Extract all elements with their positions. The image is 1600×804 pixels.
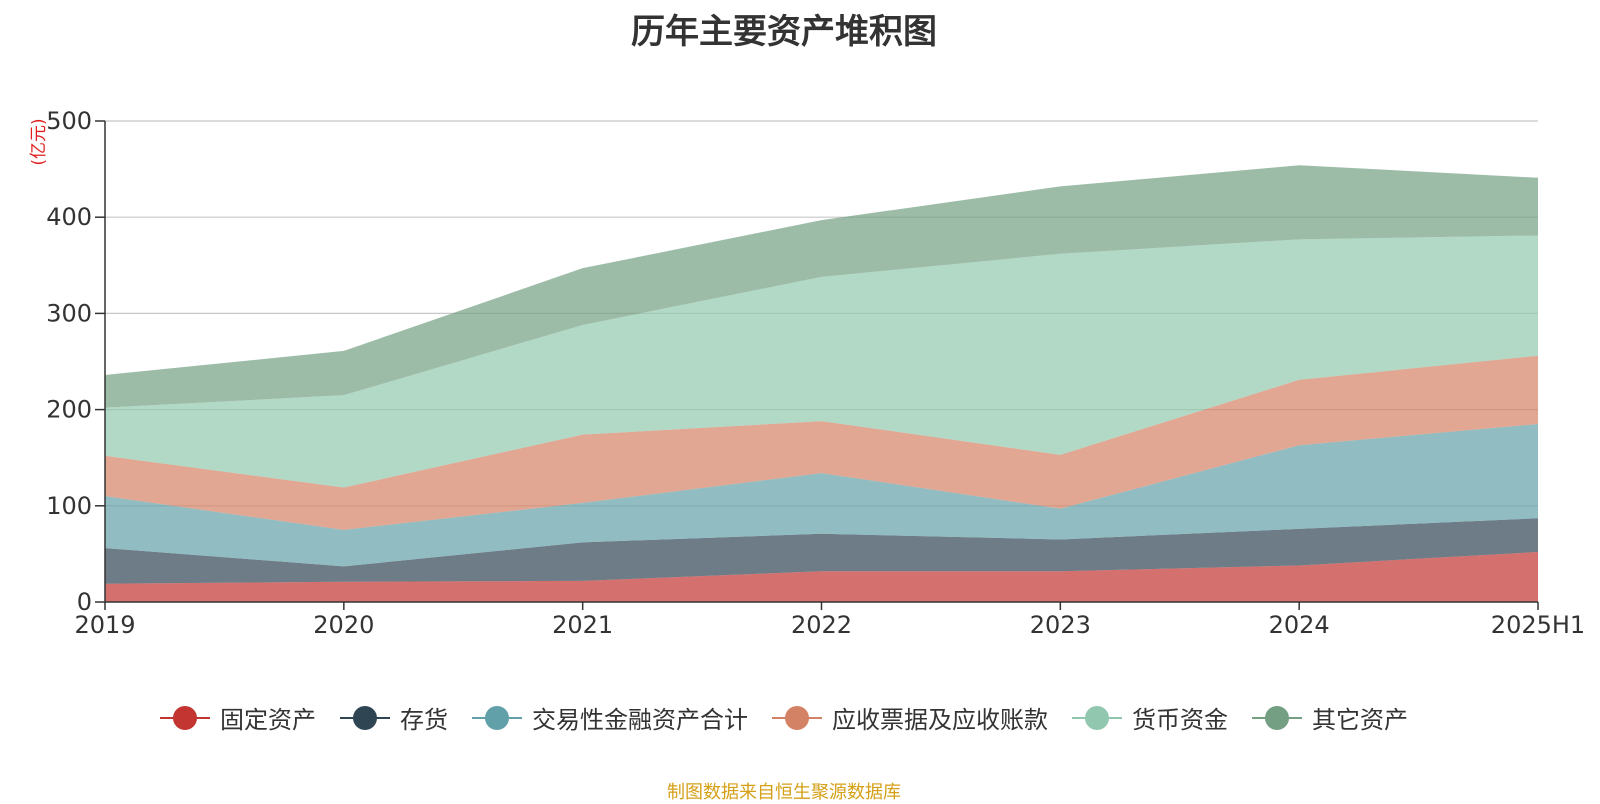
legend-label: 固定资产 bbox=[220, 706, 316, 734]
chart-title: 历年主要资产堆积图 bbox=[631, 12, 937, 52]
legend-marker-icon bbox=[1252, 705, 1302, 730]
area-series bbox=[105, 165, 1538, 602]
y-tick-label: 0 bbox=[77, 588, 92, 616]
x-tick-label: 2025H1 bbox=[1491, 611, 1585, 639]
area-其它资产 bbox=[105, 165, 1538, 408]
y-tick-label: 300 bbox=[46, 299, 92, 327]
axes: 0 100 200 300 400 500 2019 2020 2021 2022 2023 2024… bbox=[46, 107, 1585, 639]
y-axis-unit-label: (亿元) bbox=[29, 118, 49, 165]
stacked-area-chart: 0 100 200 300 400 500 2019 2020 2021 2022 2023 2024… bbox=[29, 107, 1585, 639]
legend-item[interactable]: 货币资金 bbox=[1072, 700, 1228, 735]
legend-item[interactable]: 其它资产 bbox=[1252, 700, 1408, 735]
area-货币资金 bbox=[105, 235, 1538, 488]
legend-label: 交易性金融资产合计 bbox=[532, 706, 748, 734]
y-tick-label: 400 bbox=[46, 203, 92, 231]
x-tick-label: 2023 bbox=[1030, 611, 1091, 639]
area-应收票据及应收账款 bbox=[105, 355, 1538, 530]
legend-label: 货币资金 bbox=[1132, 706, 1228, 734]
legend-item[interactable]: 存货 bbox=[340, 700, 448, 735]
legend-label: 其它资产 bbox=[1312, 706, 1408, 734]
source-note: 制图数据来自恒生聚源数据库 bbox=[667, 782, 901, 803]
x-tick-label: 2019 bbox=[74, 611, 135, 639]
legend: 固定资产 存货 交易性金融资产合计 应收票据及应收账款 货币资金 其它资产 bbox=[0, 700, 1568, 735]
x-tick-label: 2022 bbox=[791, 611, 852, 639]
y-tick-label: 100 bbox=[46, 492, 92, 520]
legend-marker-icon bbox=[1072, 705, 1122, 730]
y-tick-label: 500 bbox=[46, 107, 92, 135]
legend-marker-icon bbox=[472, 705, 522, 730]
x-tick-label: 2021 bbox=[552, 611, 613, 639]
y-tick-label: 200 bbox=[46, 396, 92, 424]
legend-item[interactable]: 应收票据及应收账款 bbox=[772, 700, 1048, 735]
legend-label: 应收票据及应收账款 bbox=[832, 706, 1048, 734]
x-tick-label: 2020 bbox=[313, 611, 374, 639]
legend-marker-icon bbox=[340, 705, 390, 730]
legend-label: 存货 bbox=[400, 706, 448, 734]
x-tick-label: 2024 bbox=[1269, 611, 1330, 639]
area-固定资产 bbox=[105, 551, 1538, 602]
legend-item[interactable]: 固定资产 bbox=[160, 700, 316, 735]
legend-marker-icon bbox=[160, 705, 210, 730]
legend-marker-icon bbox=[772, 705, 822, 730]
area-存货 bbox=[105, 518, 1538, 584]
legend-item[interactable]: 交易性金融资产合计 bbox=[472, 700, 748, 735]
area-交易性金融资产合计 bbox=[105, 424, 1538, 567]
